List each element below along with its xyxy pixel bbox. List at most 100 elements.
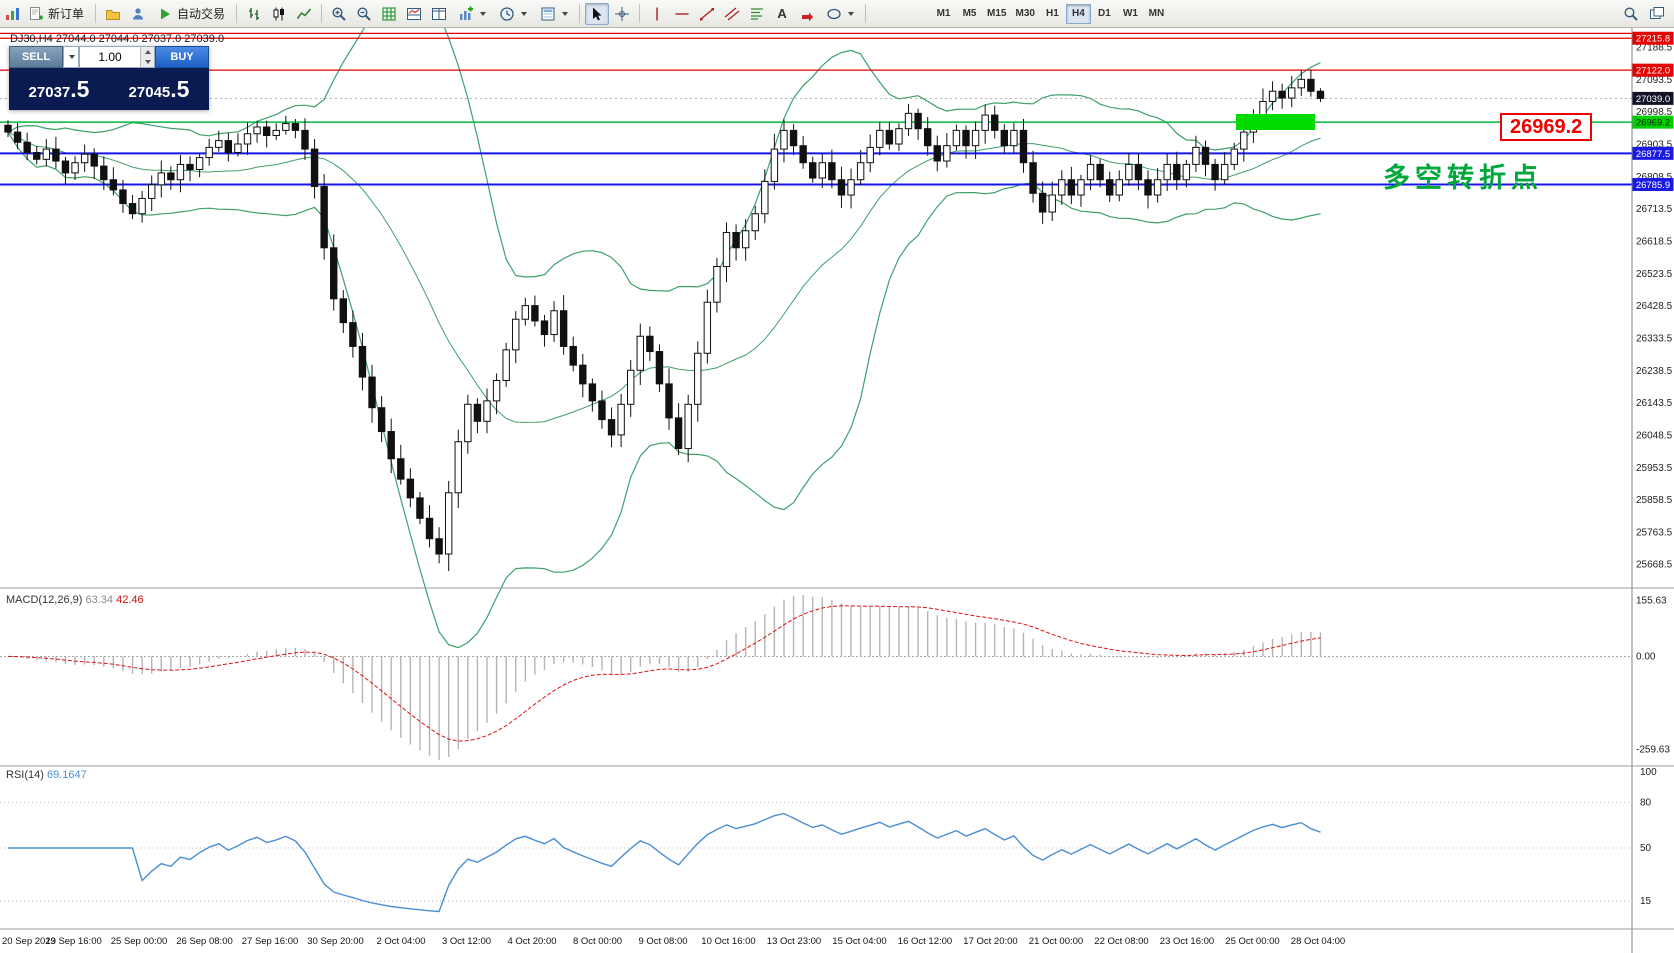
trendline-tool-button[interactable] [695, 3, 719, 25]
svg-text:27039.0: 27039.0 [1636, 94, 1670, 105]
trade-panel-prices: 27037.5 27045.5 [9, 68, 209, 110]
buy-button[interactable]: BUY [155, 46, 209, 68]
tf-h4[interactable]: H4 [1065, 3, 1091, 24]
svg-text:27 Sep 16:00: 27 Sep 16:00 [242, 936, 299, 947]
svg-text:26998.5: 26998.5 [1636, 107, 1673, 118]
volume-decrease-button[interactable] [141, 57, 154, 67]
template-button[interactable] [534, 3, 574, 25]
shapes-tool-button[interactable] [820, 3, 860, 25]
candlestick-chart-button[interactable] [267, 3, 291, 25]
order-type-dropdown[interactable] [63, 46, 79, 68]
volume-input[interactable] [80, 47, 140, 67]
chart-area[interactable]: 27188.5 27093.5 26998.5 26903.5 26808.5 26713… [0, 28, 1674, 953]
svg-text:22 Oct 08:00: 22 Oct 08:00 [1094, 936, 1148, 947]
svg-text:30 Sep 20:00: 30 Sep 20:00 [307, 936, 364, 947]
ellipse-shape-icon [826, 6, 842, 22]
ohlc-bars-icon [246, 6, 262, 22]
add-indicator-button[interactable] [452, 3, 492, 25]
svg-text:25953.5: 25953.5 [1636, 463, 1673, 474]
svg-text:10 Oct 16:00: 10 Oct 16:00 [701, 936, 755, 947]
buy-price-main: 27045 [128, 83, 171, 101]
chart-canvas[interactable]: 27188.5 27093.5 26998.5 26903.5 26808.5 26713… [0, 28, 1674, 953]
svg-text:26143.5: 26143.5 [1636, 398, 1673, 409]
svg-text:28 Oct 04:00: 28 Oct 04:00 [1291, 936, 1345, 947]
period-dropdown-button[interactable] [493, 3, 533, 25]
tf-m30[interactable]: M30 [1011, 4, 1038, 24]
svg-text:50: 50 [1640, 843, 1652, 854]
toolbar-right-group [1619, 3, 1669, 25]
bar-chart-button[interactable] [242, 3, 266, 25]
sell-button[interactable]: SELL [9, 46, 63, 68]
fibonacci-tool-button[interactable] [745, 3, 769, 25]
macd-panel: 155.63 0.00 -259.63 [0, 595, 1670, 760]
auto-trading-button[interactable]: 自动交易 [151, 3, 231, 25]
svg-text:2 Oct 04:00: 2 Oct 04:00 [376, 936, 425, 947]
main-toolbar: 新订单 自动交易 [0, 0, 1674, 28]
tf-m1[interactable]: M1 [931, 4, 956, 24]
svg-text:80: 80 [1640, 797, 1652, 808]
svg-text:25 Sep 00:00: 25 Sep 00:00 [111, 936, 168, 947]
grid-button[interactable] [377, 3, 401, 25]
user-icon [130, 6, 146, 22]
candlesticks [4, 69, 1325, 572]
zoom-out-button[interactable] [352, 3, 376, 25]
profile-button[interactable] [126, 3, 150, 25]
zoom-in-button[interactable] [327, 3, 351, 25]
svg-text:26877.5: 26877.5 [1636, 149, 1670, 160]
sell-price-main: 27037 [28, 83, 71, 101]
toolbar-separator [95, 4, 97, 23]
pivot-price-label: 26969.2 [1500, 113, 1593, 141]
volume-spinner [140, 47, 154, 67]
folder-button[interactable] [101, 3, 125, 25]
buy-price-pips: .5 [170, 75, 190, 102]
one-click-trading-panel: SELL BUY 27037.5 27045.5 [9, 46, 209, 110]
new-order-button[interactable]: 新订单 [22, 3, 90, 25]
cursor-tool-button[interactable] [585, 2, 610, 25]
svg-text:3 Oct 12:00: 3 Oct 12:00 [442, 936, 491, 947]
tf-mn[interactable]: MN [1144, 4, 1169, 24]
new-chart-window-button[interactable] [1645, 3, 1669, 25]
svg-text:23 Sep 16:00: 23 Sep 16:00 [45, 936, 102, 947]
search-icon [1623, 6, 1639, 22]
chevron-down-icon [521, 11, 528, 16]
sell-price[interactable]: 27037.5 [9, 76, 109, 103]
line-chart-button[interactable] [292, 3, 316, 25]
svg-text:0.00: 0.00 [1636, 651, 1656, 662]
trade-panel-controls: SELL BUY [9, 46, 209, 68]
svg-text:100: 100 [1640, 767, 1657, 778]
crosshair-tool-button[interactable] [610, 3, 634, 25]
channel-tool-button[interactable] [720, 3, 744, 25]
buy-price[interactable]: 27045.5 [109, 76, 209, 103]
toolbar-separator [321, 4, 323, 23]
svg-text:23 Oct 16:00: 23 Oct 16:00 [1160, 936, 1214, 947]
vertical-line-tool-button[interactable] [645, 3, 669, 25]
svg-text:25 Oct 00:00: 25 Oct 00:00 [1225, 936, 1279, 947]
svg-text:15 Oct 04:00: 15 Oct 04:00 [832, 936, 886, 947]
svg-text:15: 15 [1640, 896, 1652, 907]
trendline-icon [699, 6, 715, 22]
chevron-down-icon [480, 11, 487, 16]
zoom-in-icon [331, 6, 347, 22]
tf-h1[interactable]: H1 [1040, 4, 1065, 24]
chevron-down-icon [69, 55, 75, 59]
volume-increase-button[interactable] [141, 47, 154, 57]
indicators-window-button[interactable] [402, 3, 426, 25]
text-tool-button[interactable]: A [770, 3, 794, 25]
search-button[interactable] [1619, 3, 1643, 25]
svg-text:26333.5: 26333.5 [1636, 333, 1673, 344]
svg-text:25668.5: 25668.5 [1636, 560, 1673, 571]
tf-m5[interactable]: M5 [957, 4, 982, 24]
tf-w1[interactable]: W1 [1118, 4, 1143, 24]
svg-text:155.63: 155.63 [1636, 596, 1667, 607]
svg-text:21 Oct 00:00: 21 Oct 00:00 [1029, 936, 1083, 947]
toolbar-separator [579, 4, 581, 23]
arrow-object-button[interactable] [795, 3, 819, 25]
tf-d1[interactable]: D1 [1092, 4, 1117, 24]
horizontal-line-tool-button[interactable] [670, 3, 694, 25]
tf-m15[interactable]: M15 [983, 4, 1010, 24]
svg-text:26523.5: 26523.5 [1636, 269, 1673, 280]
play-icon [157, 6, 173, 22]
svg-text:26785.9: 26785.9 [1636, 180, 1670, 191]
tile-windows-button[interactable] [427, 3, 451, 25]
